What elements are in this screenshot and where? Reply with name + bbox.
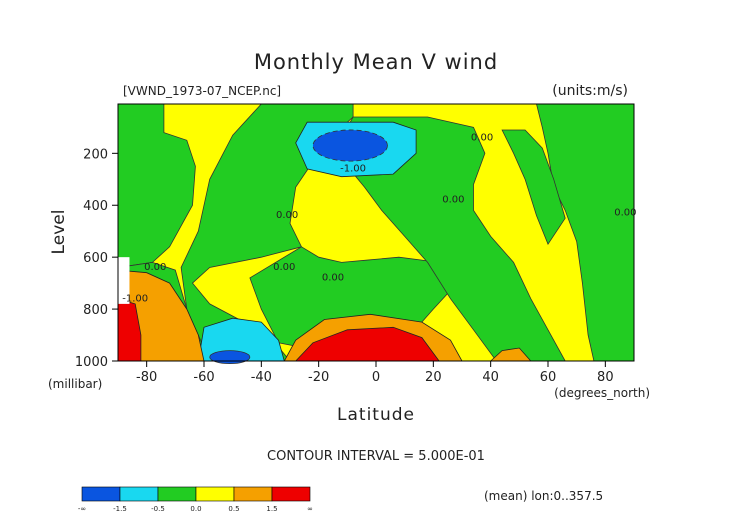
- contour-fill-surface-core: [209, 350, 251, 364]
- x-tick-label: -60: [193, 370, 214, 385]
- footer-text: (mean) lon:0..357.5: [484, 489, 603, 503]
- legend-swatch: [195, 486, 235, 502]
- y-tick-label: 400: [83, 199, 108, 214]
- legend-label: 0.0: [190, 505, 201, 513]
- legend-swatch: [119, 486, 159, 502]
- contour-label: -1.00: [122, 293, 148, 304]
- legend-label: 0.5: [228, 505, 239, 513]
- legend-label: -0.5: [151, 505, 165, 513]
- missing-data: [118, 257, 130, 304]
- plot-area: -80 -60 -40 -20 0 20 40 60 80 200 400 600 800 1000 -1.…: [75, 103, 637, 385]
- x-axis-label: Latitude: [337, 405, 415, 425]
- color-legend: -∞ -1.5 -0.5 0.0 0.5 1.5 ∞: [78, 486, 313, 513]
- legend-label: ∞: [307, 505, 313, 513]
- x-axis-unit: (degrees_north): [554, 386, 650, 400]
- units-label: (units:m/s): [552, 83, 628, 99]
- y-tick-label: 600: [83, 251, 108, 266]
- y-axis-label: Level: [49, 210, 69, 255]
- y-tick-label: 800: [83, 303, 108, 318]
- x-tick-label: -40: [251, 370, 272, 385]
- legend-label: 1.5: [266, 505, 277, 513]
- contour-label: 0.00: [442, 195, 464, 206]
- contour-label: 0.00: [276, 210, 298, 221]
- file-label: [VWND_1973-07_NCEP.nc]: [123, 84, 281, 98]
- legend-swatch: [157, 486, 197, 502]
- y-tick-label: 1000: [75, 355, 108, 370]
- contour-label: 0.00: [322, 273, 344, 284]
- x-tick-label: 0: [372, 370, 380, 385]
- contour-label: 0.00: [471, 132, 493, 143]
- contour-label: 0.00: [144, 262, 166, 273]
- x-tick-label: -80: [136, 370, 157, 385]
- contour-fill-north-tongue: [501, 129, 566, 246]
- x-tick-label: -20: [308, 370, 329, 385]
- x-tick-label: 20: [425, 370, 442, 385]
- legend-label: -∞: [78, 505, 86, 513]
- legend-swatch: [233, 486, 273, 502]
- x-tick-label: 40: [482, 370, 499, 385]
- contour-interval-text: CONTOUR INTERVAL = 5.000E-01: [267, 449, 485, 464]
- x-tick-label: 80: [597, 370, 614, 385]
- legend-swatch: [81, 486, 121, 502]
- x-tick-label: 60: [540, 370, 557, 385]
- legend-swatch: [271, 486, 311, 502]
- y-tick-label: 200: [83, 147, 108, 162]
- contour-label: 0.00: [273, 262, 295, 273]
- y-axis-unit: (millibar): [48, 377, 102, 391]
- contour-fill-upper-core: [312, 129, 388, 162]
- legend-label: -1.5: [113, 505, 127, 513]
- contour-label: -1.00: [340, 163, 366, 174]
- chart-title: Monthly Mean V wind: [254, 50, 498, 74]
- contour-label: 0.00: [614, 208, 636, 219]
